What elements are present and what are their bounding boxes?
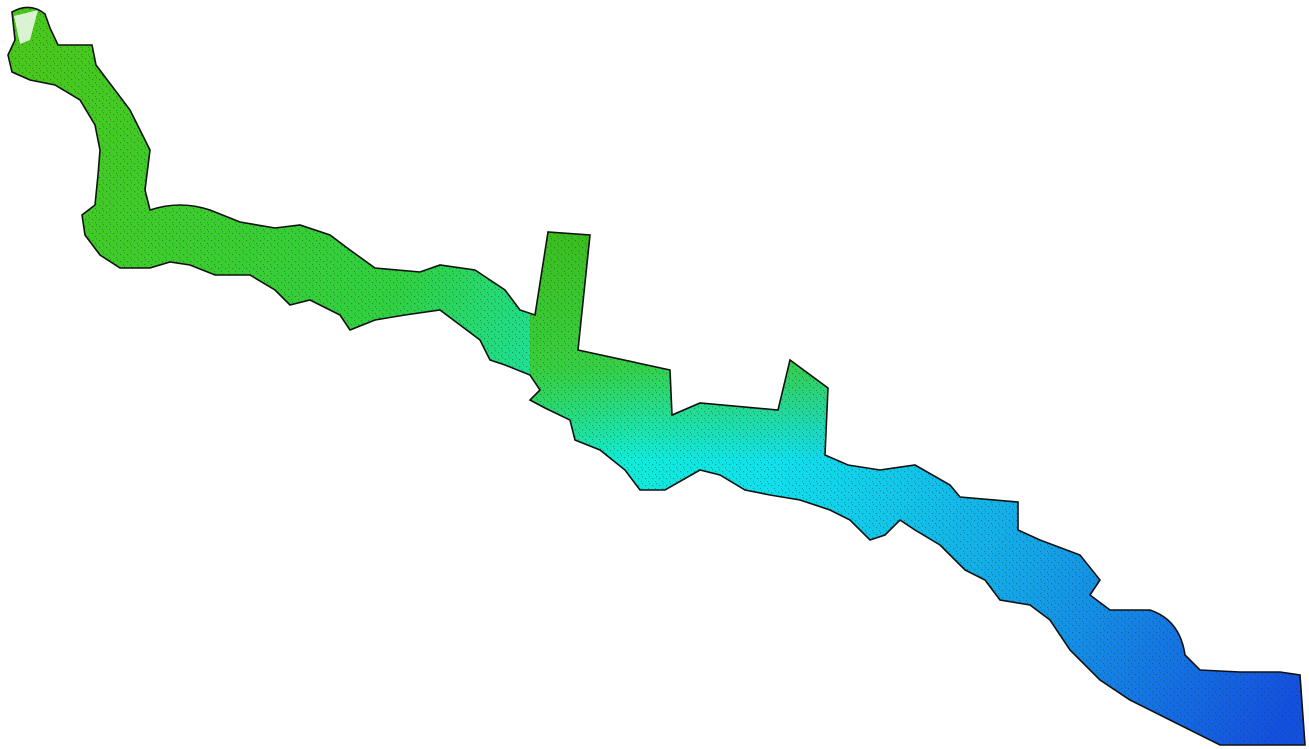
- map: [0, 0, 1309, 749]
- elevation-raster: [0, 0, 1309, 749]
- page: [0, 0, 1309, 749]
- texture: [0, 0, 1309, 749]
